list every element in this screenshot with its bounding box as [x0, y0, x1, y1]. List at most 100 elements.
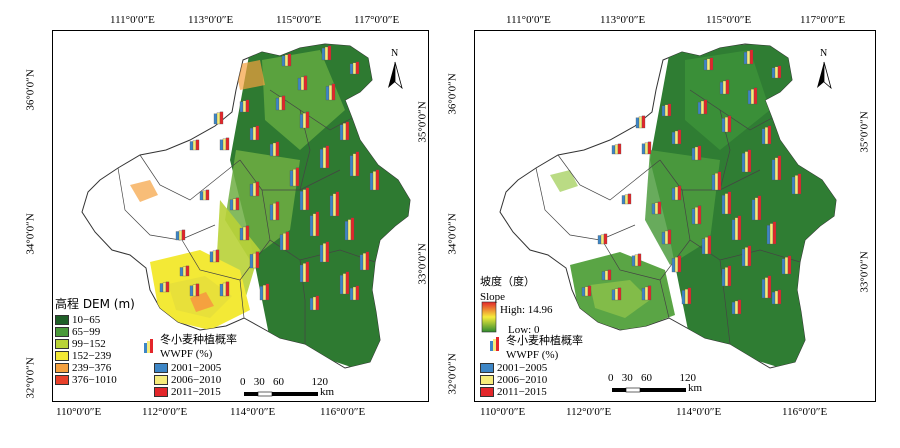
dem-class-row: 376−1010 — [55, 374, 135, 386]
wwpf-bar — [584, 286, 589, 297]
wwpf-bar-cluster — [671, 185, 682, 201]
legend-label: 2001−2005 — [497, 362, 548, 374]
wwpf-bar — [252, 126, 257, 141]
wwpf-bar — [199, 191, 204, 201]
wwpf-bar — [319, 149, 324, 169]
slope-legend: 坡度（度） Slope — [480, 275, 535, 304]
wwpf-period-row: 2011−2015 — [480, 386, 547, 398]
wwpf-bar-cluster — [319, 145, 330, 169]
wwpf-bar-clusters — [581, 49, 802, 315]
legend-swatch — [480, 363, 494, 374]
wwpf-bar — [285, 231, 290, 251]
wwpf-bar — [731, 219, 736, 241]
wwpf-bar-cluster — [721, 265, 732, 287]
wwpf-bar — [741, 248, 746, 267]
wwpf-bar — [761, 128, 766, 145]
wwpf-bar — [255, 125, 260, 141]
wwpf-bar — [252, 182, 257, 197]
wwpf-bar — [614, 288, 619, 301]
wwpf-bar — [182, 266, 187, 277]
wwpf-bar — [209, 251, 214, 263]
wwpf-bar-cluster — [791, 173, 802, 195]
wwpf-bar — [265, 283, 270, 301]
wwpf-bar — [309, 297, 314, 311]
wwpf-bar-cluster — [611, 287, 622, 301]
wwpf-bar — [179, 267, 184, 277]
wwpf-bar — [777, 65, 782, 79]
wwpf-bar — [255, 251, 260, 269]
wwpf-bar — [754, 197, 759, 221]
wwpf-bar-cluster — [344, 217, 355, 241]
wwpf-bar — [372, 171, 377, 191]
wwpf-bar — [349, 63, 354, 75]
wwpf-bar — [195, 283, 200, 297]
slope-legend-title: 坡度（度） — [480, 275, 535, 288]
wwpf-bar — [697, 205, 702, 225]
wwpf-bar — [302, 263, 307, 283]
wwpf-bar — [355, 285, 360, 301]
dem-class-row: 152−239 — [55, 350, 135, 362]
wwpf-bar — [601, 271, 606, 281]
wwpf-bar — [212, 250, 217, 263]
wwpf-bar — [751, 199, 756, 221]
wwpf-bar — [667, 229, 672, 245]
wwpf-bar-cluster — [159, 281, 170, 293]
slope-low-label: Low: 0 — [508, 324, 540, 336]
wwpf-bar-cluster — [259, 283, 270, 301]
wwpf-bar — [279, 234, 284, 251]
wwpf-bar — [624, 194, 629, 205]
slope-label: Slope — [480, 291, 506, 303]
wwpf-bar — [282, 233, 287, 251]
wwpf-bar-cluster — [671, 129, 682, 145]
bottom-tick-label: 116°0′0″E — [320, 406, 366, 418]
wwpf-bar-cluster — [329, 191, 340, 217]
wwpf-bar — [737, 215, 742, 241]
wwpf-bar — [600, 234, 605, 245]
wwpf-bar — [627, 193, 632, 205]
dem-legend: 高程 DEM (m) 10−65 65−99 99−152 152−239 239−37… — [55, 298, 135, 386]
wwpf-bar — [644, 286, 649, 301]
wwpf-bar — [638, 116, 643, 129]
wwpf-bar — [691, 147, 696, 161]
wwpf-bar-cluster — [691, 145, 702, 161]
wwpf-bar — [607, 269, 612, 281]
wwpf-bar — [631, 255, 636, 267]
wwpf-bar — [725, 79, 730, 95]
wwpf-bar — [697, 145, 702, 161]
wwpf-bar — [647, 141, 652, 155]
wwpf-bar — [375, 169, 380, 191]
wwpf-bar — [275, 201, 280, 221]
wwpf-bar-cluster — [761, 275, 772, 299]
wwpf-bar-cluster — [289, 167, 300, 187]
wwpf-bar — [674, 130, 679, 145]
wwpf-bar — [767, 125, 772, 145]
legend-swatch — [480, 387, 494, 398]
wwpf-legend-title-en: WWPF (%) — [506, 349, 559, 361]
wwpf-bar — [721, 268, 726, 287]
wwpf-bar — [262, 284, 267, 301]
wwpf-bar — [774, 157, 779, 181]
bottom-tick-label: 110°0′0″E — [480, 406, 526, 418]
wwpf-bar — [328, 84, 333, 101]
wwpf-bar — [746, 50, 751, 65]
wwpf-bar-cluster — [281, 53, 292, 67]
wwpf-bar — [295, 167, 300, 187]
wwpf-bar — [331, 83, 336, 101]
legend-label: 2006−2010 — [171, 374, 222, 386]
wwpf-bar — [741, 153, 746, 173]
wwpf-bar — [359, 254, 364, 271]
wwpf-bar-cluster — [681, 287, 692, 305]
north-label: N — [391, 48, 399, 59]
wwpf-bar — [225, 281, 230, 297]
wwpf-legend: 冬小麦种植概率 WWPF (%) — [506, 335, 583, 362]
wwpf-bar — [671, 131, 676, 145]
top-tick-label: 115°0′0″E — [276, 14, 322, 26]
wwpf-bar — [694, 207, 699, 225]
wwpf-bar — [369, 172, 374, 191]
wwpf-bar — [706, 58, 711, 71]
wwpf-legend-title-en: WWPF (%) — [160, 348, 213, 360]
wwpf-bar — [611, 289, 616, 301]
wwpf-bar-cluster — [597, 233, 608, 245]
wwpf-bar-cluster — [781, 255, 792, 275]
wwpf-bar — [216, 112, 221, 125]
